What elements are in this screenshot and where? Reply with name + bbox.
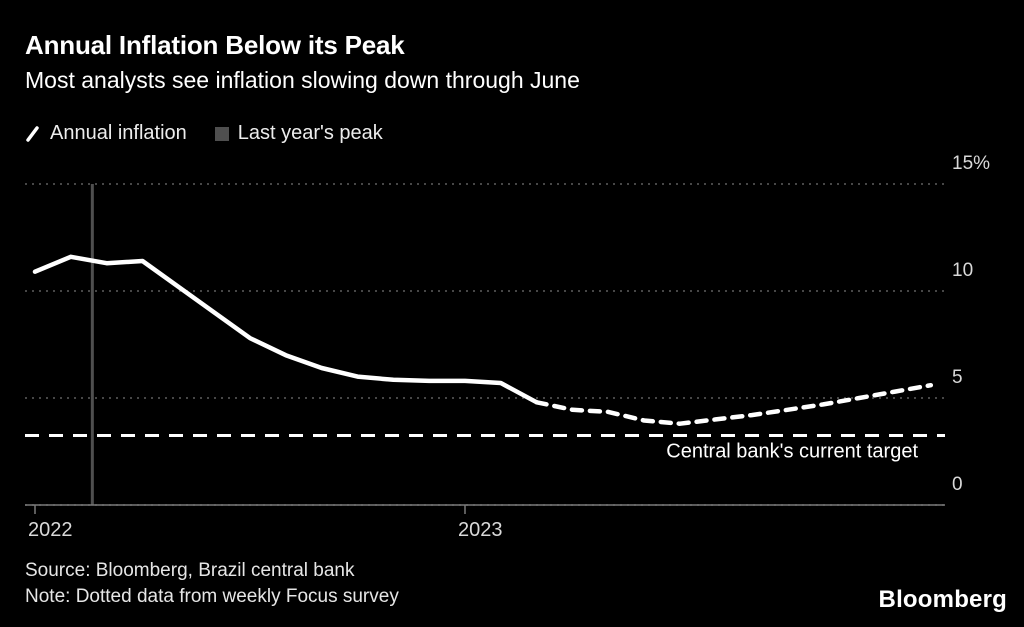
legend-item-annual-inflation: Annual inflation bbox=[25, 122, 187, 145]
source-text: Source: Bloomberg, Brazil central bank bbox=[25, 560, 355, 581]
note-text: Note: Dotted data from weekly Focus surv… bbox=[25, 586, 399, 607]
chart-legend: Annual inflation Last year's peak bbox=[25, 122, 383, 145]
forecast-line bbox=[534, 382, 934, 426]
y-tick-label: 0 bbox=[952, 474, 963, 495]
bloomberg-logo: Bloomberg bbox=[878, 586, 1007, 613]
y-tick-label: 15% bbox=[952, 153, 990, 174]
legend-label: Last year's peak bbox=[237, 122, 383, 144]
y-tick-label: 10 bbox=[952, 260, 973, 281]
page-title: Annual Inflation Below its Peak bbox=[25, 30, 405, 60]
chart-subtitle: Most analysts see inflation slowing down… bbox=[25, 67, 580, 93]
source-block: Source: Bloomberg, Brazil central bank N… bbox=[25, 558, 399, 610]
legend-label: Annual inflation bbox=[50, 122, 187, 144]
x-tick-label: 2023 bbox=[458, 519, 503, 541]
square-swatch-icon bbox=[214, 126, 229, 141]
actual-line bbox=[32, 254, 539, 405]
line-swatch-icon bbox=[26, 125, 39, 142]
target-line-label: Central bank's current target bbox=[666, 440, 918, 462]
y-tick-label: 5 bbox=[952, 367, 963, 388]
legend-item-last-years-peak: Last year's peak bbox=[214, 122, 383, 145]
x-tick-label: 2022 bbox=[28, 519, 73, 541]
